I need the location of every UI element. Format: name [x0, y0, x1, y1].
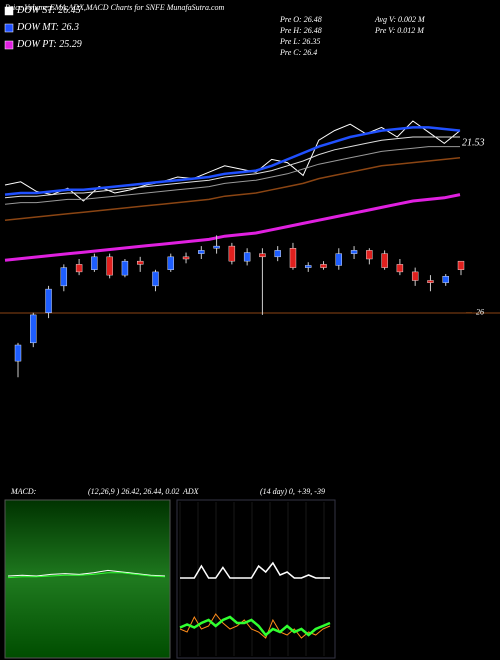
- legend-label: DOW MT:: [16, 22, 59, 33]
- stat: Pre O: 26.48: [279, 15, 322, 24]
- stat: Pre C: 26.4: [279, 48, 317, 57]
- legend-swatch: [4, 23, 14, 33]
- series-line: [7, 572, 166, 579]
- candle-body: [91, 256, 98, 270]
- stat-value: 26.4: [303, 48, 317, 57]
- legend-label: DOW PT:: [16, 39, 57, 50]
- series-line: [4, 136, 460, 199]
- series-line: [4, 193, 461, 262]
- macd-panel: [4, 499, 171, 659]
- stat-unit: M: [416, 26, 425, 35]
- candle-body: [259, 253, 266, 258]
- candle-body: [289, 248, 297, 268]
- stat-value: 26.35: [302, 37, 320, 46]
- pane-subtitle: (14 day) 0, +39, -39: [260, 487, 325, 496]
- legend-value: 26.3: [61, 22, 79, 33]
- candle-body: [182, 256, 190, 260]
- series-line: [180, 561, 330, 579]
- candle-body: [30, 314, 37, 344]
- legend-value: 25.29: [59, 39, 82, 50]
- stat-value: 26.48: [304, 26, 322, 35]
- series-line: [4, 126, 461, 196]
- candle-body: [411, 271, 419, 281]
- candle-body: [106, 256, 113, 276]
- candle-body: [228, 245, 236, 262]
- candle-body: [213, 245, 220, 249]
- legend-entry: DOW ST: 26.45: [16, 5, 81, 16]
- stat-label: Pre L:: [279, 37, 301, 46]
- annotation: 21.53: [462, 137, 485, 148]
- candle-body: [60, 267, 68, 287]
- stat: Pre L: 26.35: [279, 37, 320, 46]
- stat-label: Avg V:: [374, 15, 396, 24]
- legend-value: 26.45: [58, 5, 81, 16]
- series-line: [179, 615, 331, 637]
- candle-body: [396, 264, 404, 273]
- candle-body: [198, 250, 205, 254]
- candle-body: [137, 260, 144, 265]
- legend-entry: DOW PT: 25.29: [16, 39, 82, 50]
- stat-label: Pre O:: [279, 15, 302, 24]
- candle-body: [381, 253, 388, 268]
- candle-body: [45, 288, 52, 313]
- series-line: [4, 157, 461, 221]
- legend-label: DOW ST:: [16, 5, 56, 16]
- series-line: [179, 613, 331, 639]
- candle-body: [457, 260, 465, 270]
- candle-body: [167, 256, 174, 270]
- pane-subtitle: (12,26,9 ) 26.42, 26.44, 0.02: [88, 487, 179, 496]
- stat-value: 0.002: [398, 15, 416, 24]
- volume-stat: Pre V: 0.012 M: [374, 26, 425, 35]
- legend-swatch: [4, 6, 14, 16]
- pane-title: MACD:: [10, 487, 37, 496]
- candle-body: [305, 265, 312, 268]
- candle-body: [366, 250, 373, 260]
- candle-body: [335, 253, 342, 266]
- stat-label: Pre C:: [279, 48, 302, 57]
- candle-body: [152, 271, 159, 287]
- series-line: [7, 569, 166, 577]
- candle-body: [427, 280, 434, 283]
- volume-stat: Avg V: 0.002 M: [374, 15, 426, 24]
- series-line: [4, 120, 461, 202]
- candle-body: [121, 260, 129, 276]
- stat-value: 26.48: [304, 15, 322, 24]
- stat-label: Pre V:: [374, 26, 396, 35]
- legend-entry: DOW MT: 26.3: [16, 22, 79, 33]
- candle-body: [274, 250, 281, 258]
- candle-body: [243, 252, 251, 262]
- stat-label: Pre H:: [279, 26, 302, 35]
- y-tick-label: 26: [476, 308, 484, 317]
- candle-body: [14, 344, 22, 362]
- candle-body: [442, 276, 449, 283]
- stat-unit: M: [417, 15, 426, 24]
- candle-body: [350, 250, 358, 254]
- candle-body: [320, 264, 327, 268]
- pane-title: ADX: [182, 487, 200, 496]
- stat-value: 0.012: [397, 26, 415, 35]
- stat: Pre H: 26.48: [279, 26, 322, 35]
- candle-body: [75, 264, 83, 273]
- chart-title: Price,Volume,EMA,ADX,MACD Charts for SNF…: [4, 3, 225, 12]
- series-line: [4, 146, 460, 205]
- legend-swatch: [4, 40, 14, 50]
